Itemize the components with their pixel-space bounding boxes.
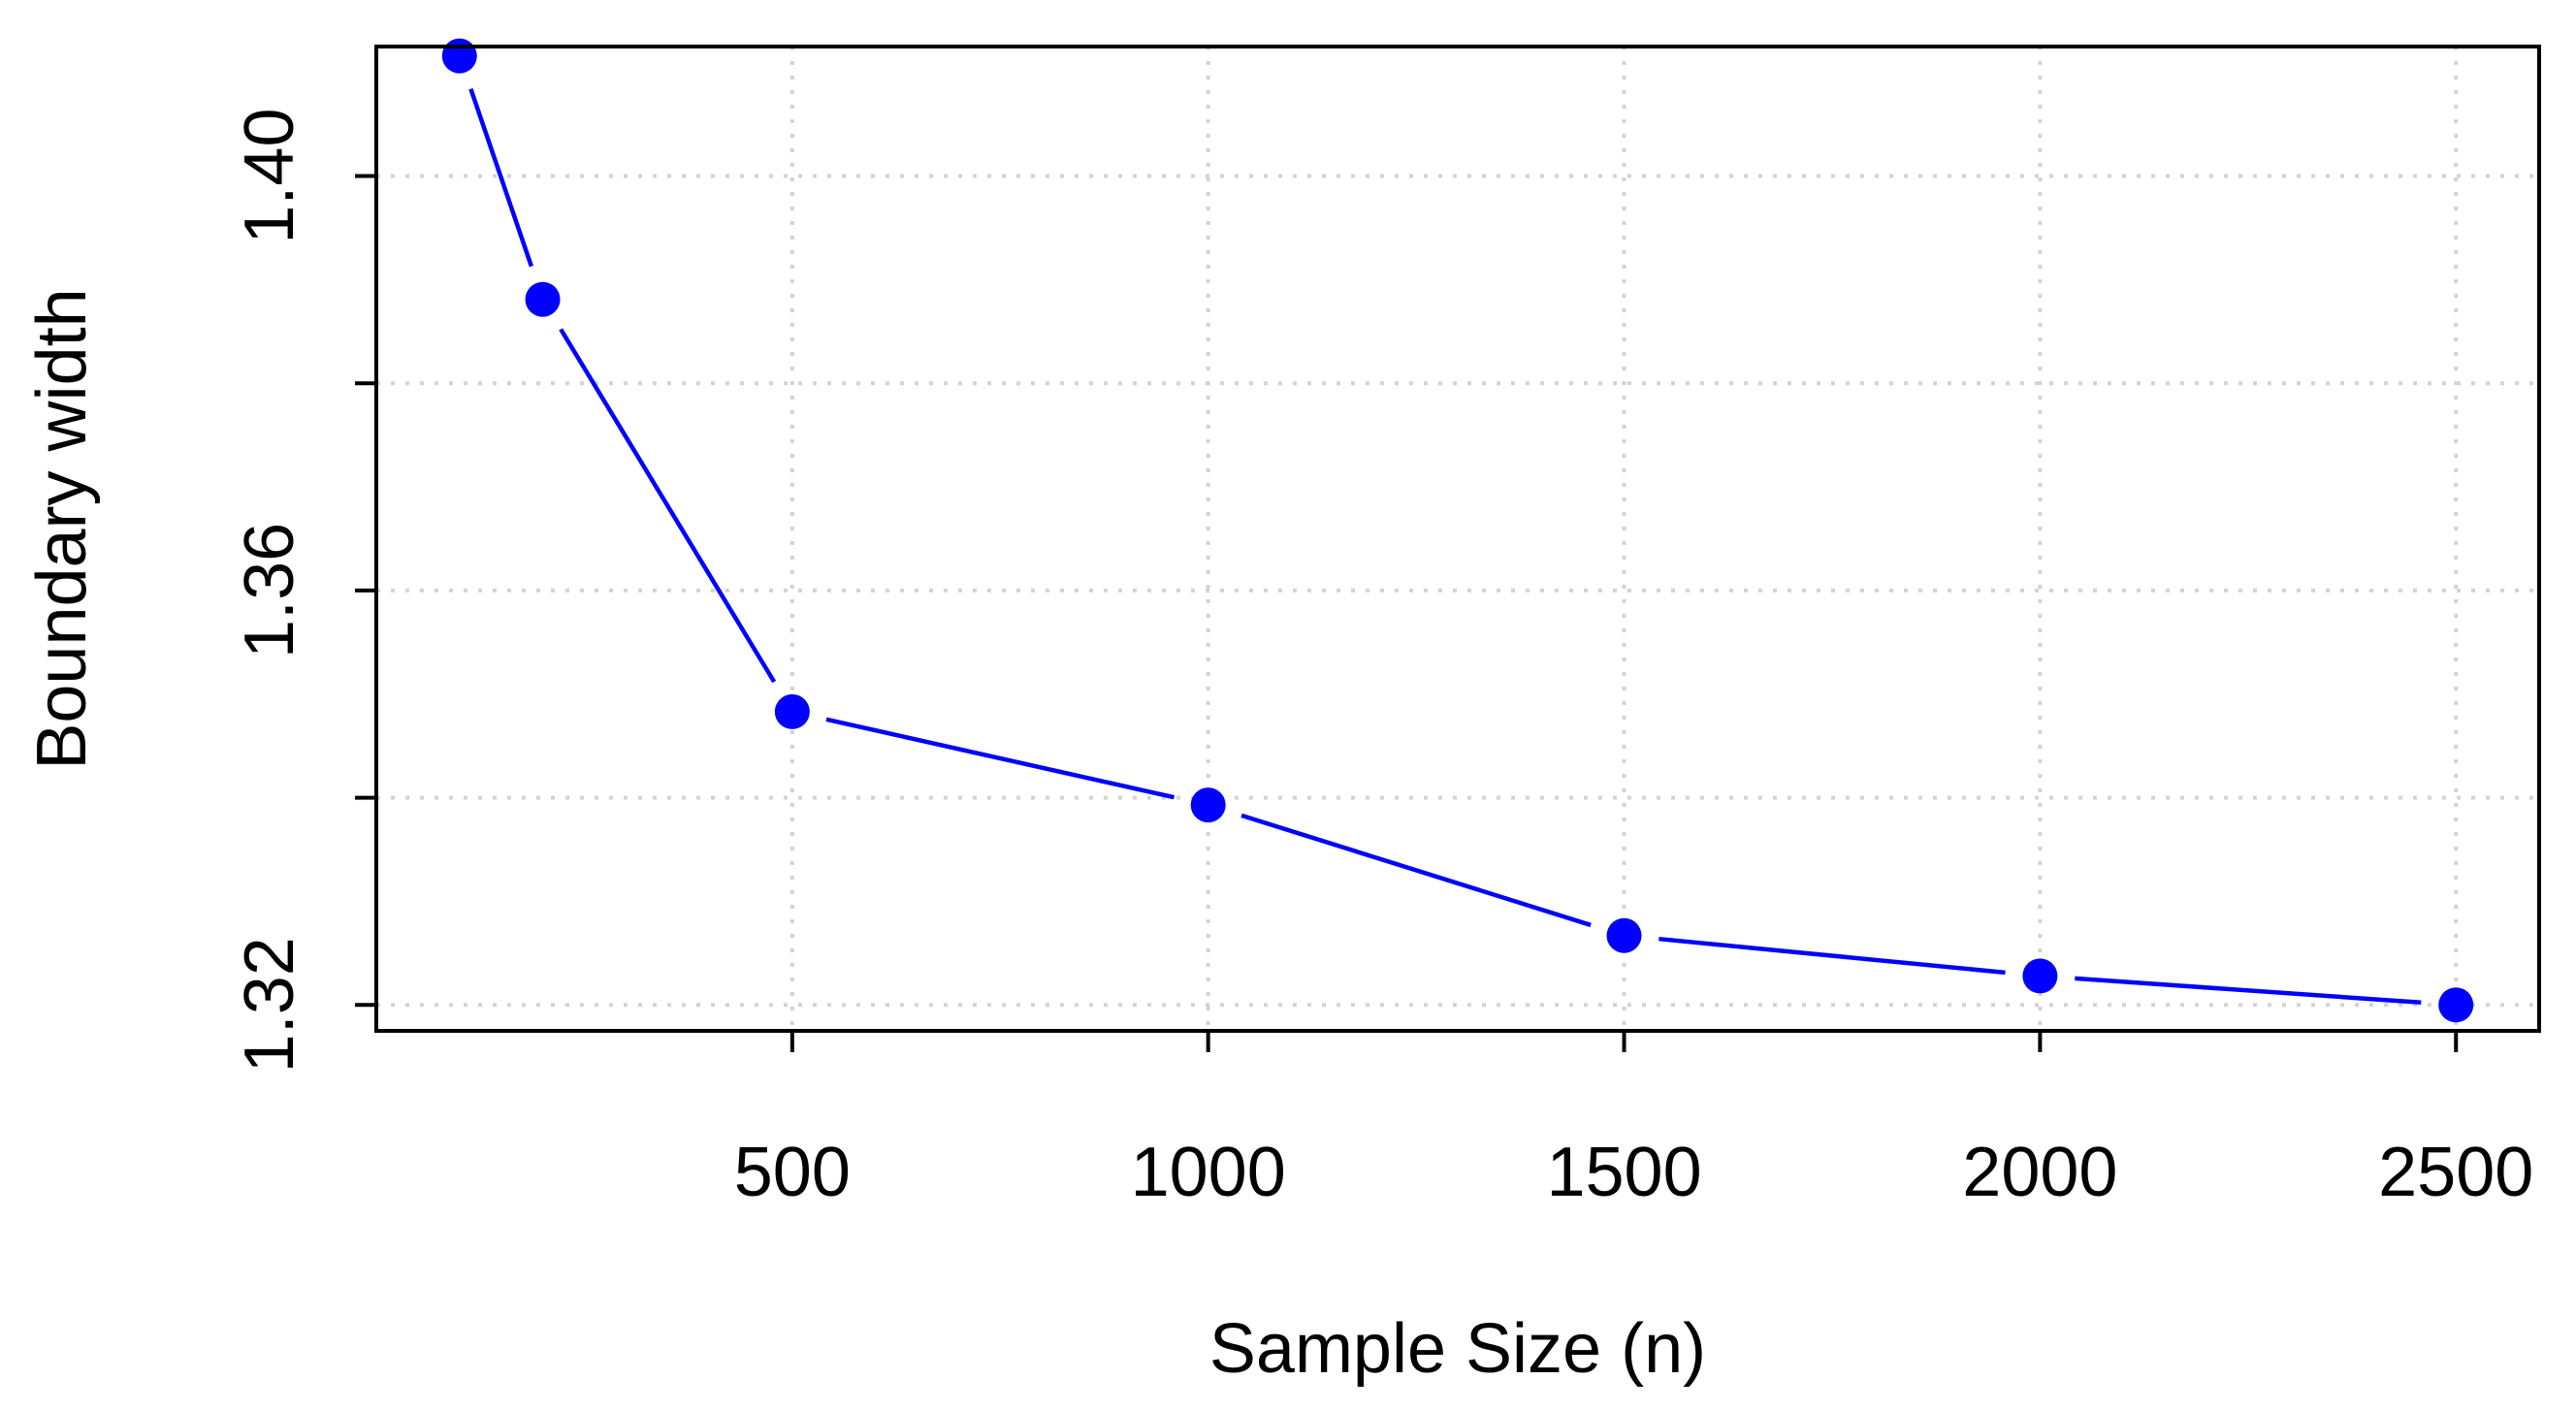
x-tick-label: 500	[734, 1134, 851, 1211]
data-point	[774, 693, 810, 729]
data-point	[1190, 787, 1226, 823]
data-point	[2022, 958, 2058, 994]
series-segment	[468, 87, 534, 268]
data-point	[441, 38, 477, 74]
y-tick-label: 1.36	[231, 523, 308, 658]
x-tick-label: 2000	[1962, 1134, 2117, 1211]
y-tick-label: 1.40	[231, 108, 308, 243]
data-point	[525, 281, 561, 317]
series-segment	[825, 717, 1175, 800]
x-axis-title: Sample Size (n)	[1209, 1310, 1706, 1388]
series-segment	[1658, 936, 2006, 976]
data-point	[2438, 987, 2474, 1023]
x-tick-label: 2500	[2378, 1134, 2533, 1211]
y-axis-title: Boundary width	[23, 288, 101, 769]
x-tick-label: 1500	[1546, 1134, 1701, 1211]
y-tick-label: 1.32	[231, 937, 308, 1073]
axes: 500 1000 1500 2000 2500 1.32 1.36 1.40	[231, 108, 2533, 1211]
series-points	[441, 38, 2474, 1023]
x-tick-label: 1000	[1131, 1134, 1286, 1211]
series-segment	[2075, 976, 2422, 1006]
series-segment	[559, 328, 777, 684]
series-line	[468, 87, 2422, 1006]
series-segment	[1240, 813, 1592, 928]
plot-frame	[374, 45, 2541, 1033]
data-point	[1606, 917, 1642, 953]
